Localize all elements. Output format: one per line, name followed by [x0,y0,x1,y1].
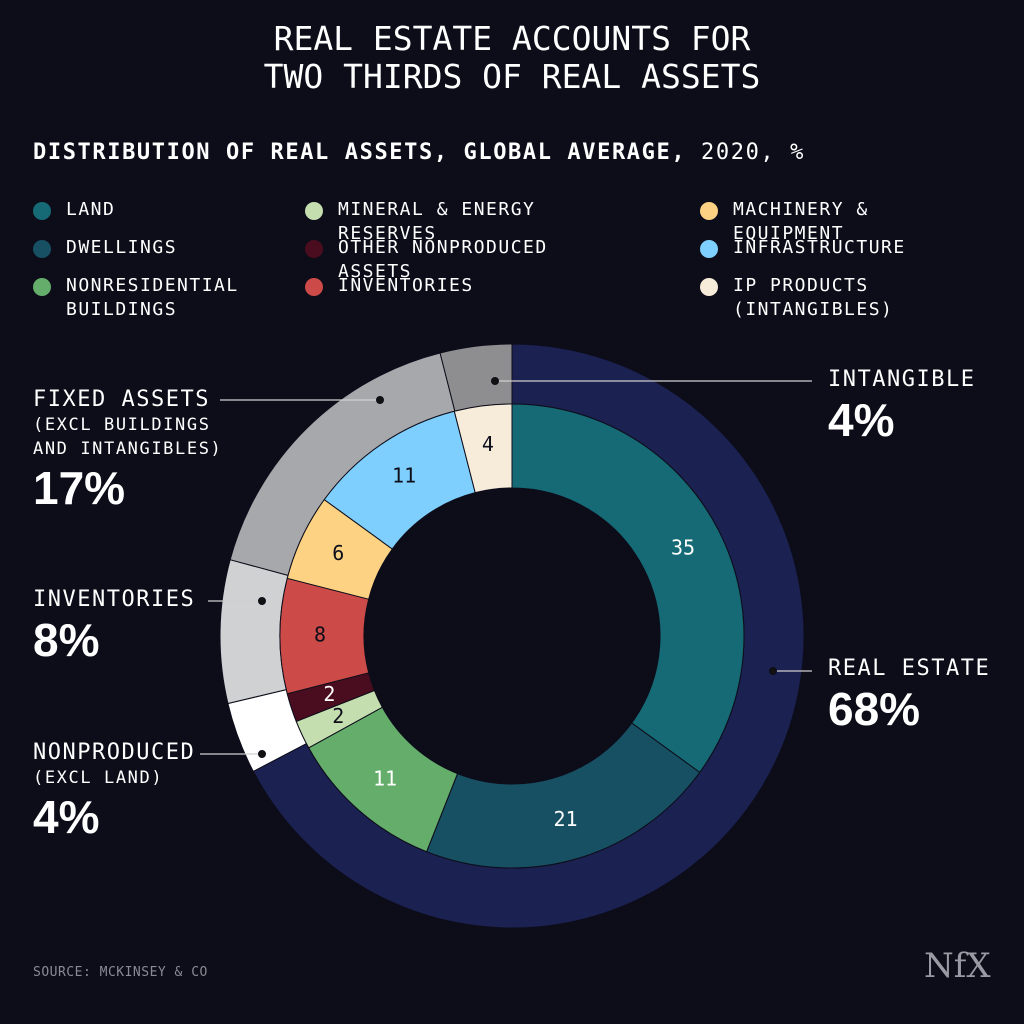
inner-value-label: 6 [332,541,344,565]
outer-value-label: 8% [33,614,100,666]
inner-segment [511,403,745,774]
outer-annotation: INVENTORIES 8% [33,587,233,667]
legend-label: MACHINERY & EQUIPMENT [733,199,869,244]
legend-label: LAND [66,199,116,220]
inner-value-label: 11 [373,767,397,791]
outer-value-label: 4% [828,394,895,446]
outer-label: INVENTORIES [33,587,196,612]
leader-dot [258,597,266,605]
subtitle: DISTRIBUTION OF REAL ASSETS, GLOBAL AVER… [33,140,805,165]
legend-label: DWELLINGS [66,237,178,258]
outer-note: (EXCL BUILDINGS AND INTANGIBLES) [33,415,223,459]
legend-swatch [700,202,718,220]
legend-swatch [305,240,323,258]
leader-dot [491,377,499,385]
legend-swatch [33,278,51,296]
legend-swatch [700,240,718,258]
outer-note: (EXCL LAND) [33,768,164,788]
title: REAL ESTATE ACCOUNTS FOR TWO THIRDS OF R… [263,19,761,96]
outer-label: INTANGIBLE [828,367,976,392]
inner-value-label: 2 [323,682,335,706]
outer-annotation: REAL ESTATE 68% [828,656,1018,736]
subtitle-main: DISTRIBUTION OF REAL ASSETS, GLOBAL AVER… [33,140,687,165]
outer-annotation: FIXED ASSETS (EXCL BUILDINGS AND INTANGIB… [33,387,233,515]
legend-label: IP PRODUCTS (INTANGIBLES) [733,275,894,320]
outer-value-label: 17% [33,462,126,514]
subtitle-note: 2020, % [701,140,805,165]
inner-value-label: 35 [671,535,695,559]
outer-annotation: NONPRODUCED (EXCL LAND) 4% [33,740,233,844]
outer-label: FIXED ASSETS [33,387,210,412]
leader-dot [376,396,384,404]
legend-swatch [305,202,323,220]
outer-value-label: 68% [828,683,921,735]
inner-value-label: 2 [332,704,344,728]
legend-label: INVENTORIES [338,275,474,296]
inner-segment [453,403,513,494]
leader-dot [258,750,266,758]
inner-value-label: 21 [554,807,578,831]
outer-value-label: 4% [33,791,100,843]
legend-label: INFRASTRUCTURE [733,237,906,258]
inner-segment [425,722,701,869]
legend-swatch [305,278,323,296]
inner-value-label: 4 [482,432,494,456]
leader-dot [769,667,777,675]
legend-swatch [33,240,51,258]
legend-label: NONRESIDENTIAL BUILDINGS [66,275,239,320]
legend-label: OTHER NONPRODUCED ASSETS [338,237,548,282]
legend-label: MINERAL & ENERGY RESERVES [338,199,536,244]
logo: NfX [924,946,991,986]
legend-swatch [700,278,718,296]
source: SOURCE: MCKINSEY & CO [33,965,208,980]
outer-annotation: INTANGIBLE 4% [828,367,1018,447]
legend-swatch [33,202,51,220]
inner-value-label: 8 [314,623,326,647]
outer-label: NONPRODUCED [33,740,196,765]
inner-value-label: 11 [392,464,416,488]
outer-label: REAL ESTATE [828,656,991,681]
